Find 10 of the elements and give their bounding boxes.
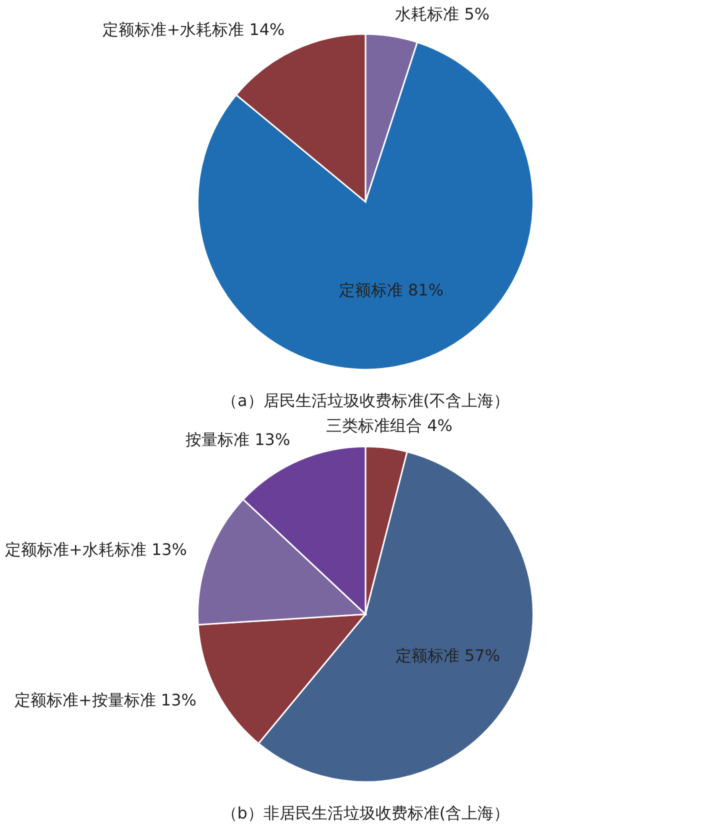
slice-label: 定额标准 57% bbox=[395, 646, 500, 666]
text: （b）非居民生活垃圾收费标准(含上海） bbox=[221, 803, 510, 822]
slice-label: 水耗标准 5% bbox=[395, 4, 490, 24]
slice-label: 定额标准+水耗标准 13% bbox=[5, 540, 187, 559]
slice-label: 三类标准组合 4% bbox=[326, 416, 452, 435]
slice-label: 按量标准 13% bbox=[186, 430, 290, 450]
text: （a）居民生活垃圾收费标准(不含上海） bbox=[221, 391, 510, 410]
slice-label: 定额标准+水耗标准 14% bbox=[102, 20, 285, 40]
slice-label: 定额标准 81% bbox=[338, 280, 444, 300]
slice-label: 定额标准+按量标准 13% bbox=[14, 690, 196, 710]
